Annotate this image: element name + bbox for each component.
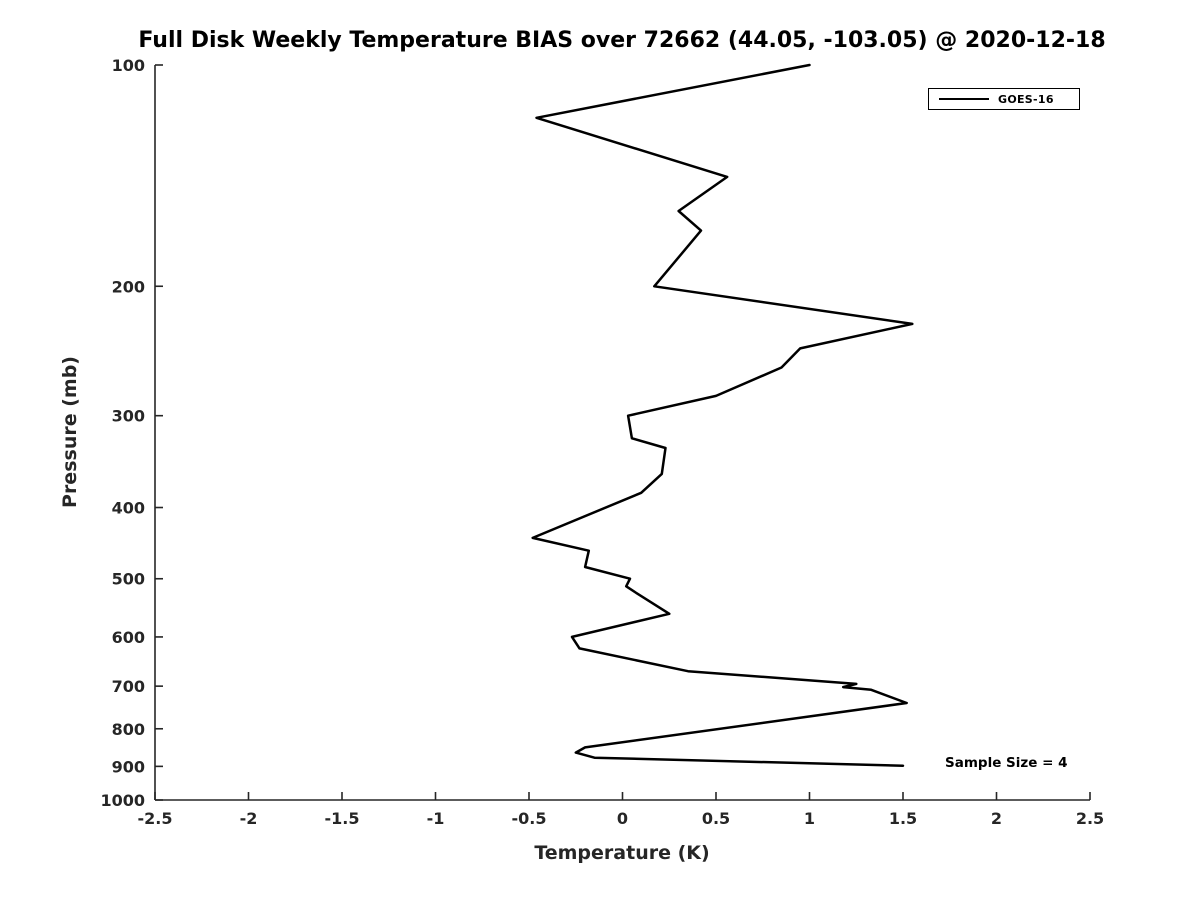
x-tick-label: 2.5 [1076,809,1104,828]
legend-line-swatch [939,98,989,100]
series-line-goes-16 [531,63,914,767]
x-axis-label: Temperature (K) [534,842,710,864]
y-tick-label: 900 [112,757,145,776]
y-tick-label: 200 [112,277,145,296]
x-tick-label: -2 [240,809,258,828]
y-tick-label: 100 [112,56,145,75]
chart-title: Full Disk Weekly Temperature BIAS over 7… [138,28,1106,53]
x-tick-label: 1 [804,809,815,828]
y-tick-label: 400 [112,499,145,518]
x-tick-label: 1.5 [889,809,917,828]
y-tick-label: 500 [112,570,145,589]
y-tick-label: 600 [112,628,145,647]
legend: GOES-16 [928,88,1080,110]
x-tick-label: -1.5 [325,809,360,828]
y-tick-label: 1000 [100,791,145,810]
y-tick-label: 800 [112,720,145,739]
x-tick-label: -2.5 [138,809,173,828]
x-tick-label: 0 [617,809,628,828]
x-tick-label: -0.5 [512,809,547,828]
x-tick-label: 2 [991,809,1002,828]
legend-label: GOES-16 [998,92,1054,106]
y-tick-label: 700 [112,677,145,696]
x-tick-label: 0.5 [702,809,730,828]
y-tick-label: 300 [112,407,145,426]
sample-size-annotation: Sample Size = 4 [945,755,1068,771]
x-tick-label: -1 [427,809,445,828]
